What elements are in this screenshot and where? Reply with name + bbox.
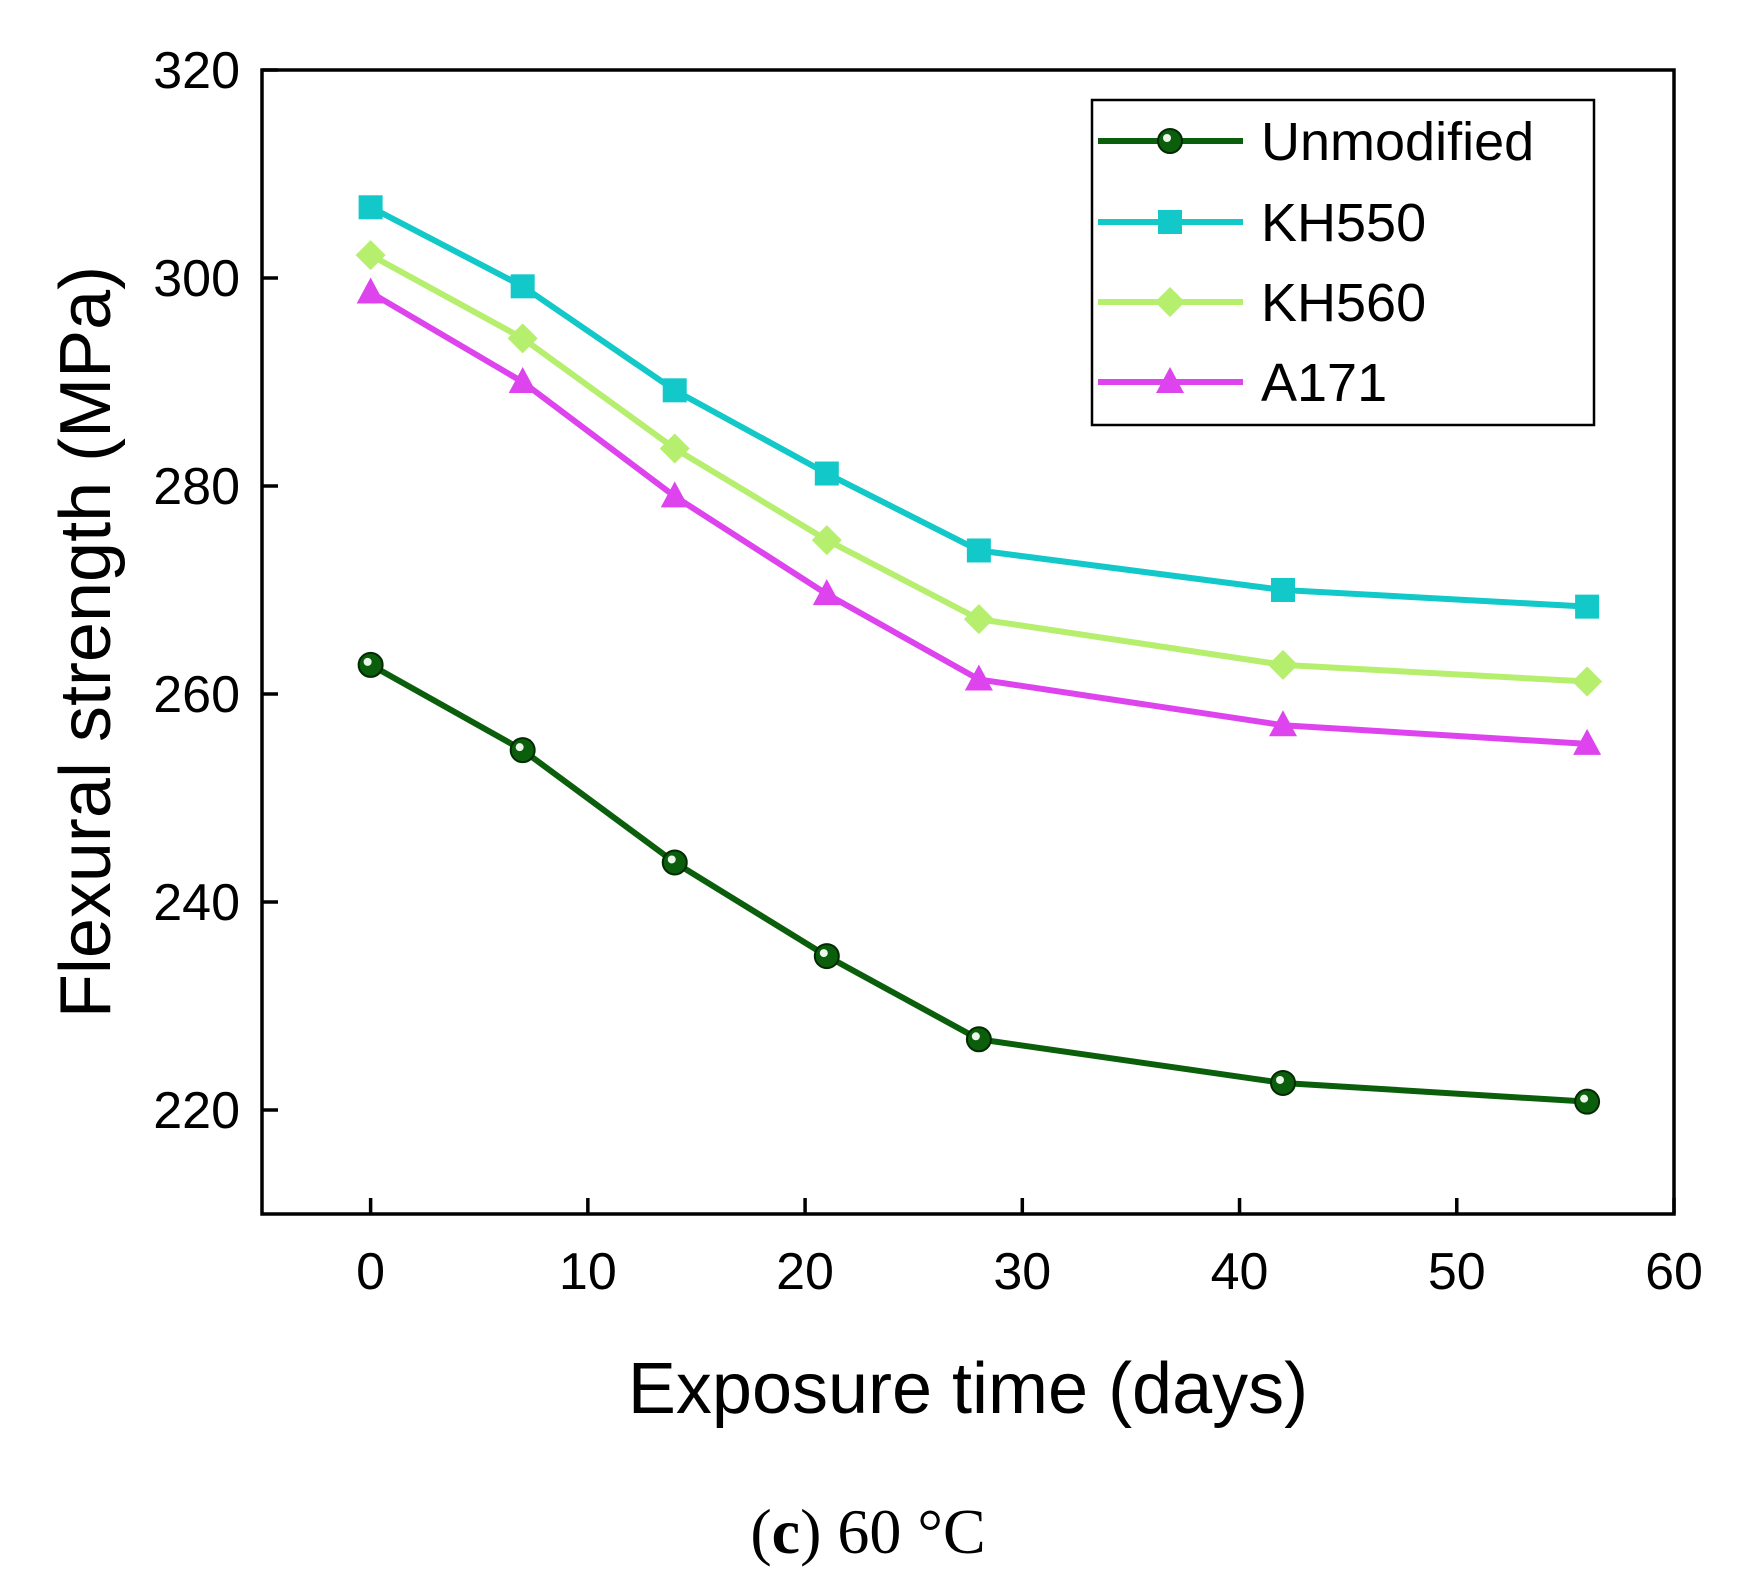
- data-point-unmodified: [1269, 1069, 1296, 1096]
- x-tick-label: 40: [1211, 1243, 1269, 1301]
- data-point-unmodified: [661, 849, 688, 876]
- figure-caption: (c) 60 °C: [750, 1496, 985, 1567]
- data-point-kh560: [811, 525, 842, 556]
- y-tick-label: 320: [153, 42, 240, 100]
- x-tick-label: 30: [993, 1243, 1051, 1301]
- legend-marker-kh560: [1155, 287, 1185, 317]
- data-point-kh560: [1572, 666, 1603, 697]
- legend-marker-a171: [1156, 367, 1184, 393]
- plot-area-frame: [260, 68, 1676, 1216]
- data-point-unmodified: [813, 943, 840, 970]
- data-point-kh560: [659, 433, 690, 464]
- marker-highlight: [363, 657, 372, 666]
- caption-panel-letter: c: [772, 1496, 800, 1567]
- marker-highlight: [1580, 1094, 1589, 1103]
- data-point-a171: [1268, 710, 1297, 737]
- legend-item-kh560: KH560: [1098, 273, 1426, 333]
- data-point-a171: [356, 277, 385, 304]
- marker-body: [357, 651, 384, 678]
- legend-label-unmodified: Unmodified: [1261, 112, 1534, 172]
- x-tick-label: 0: [356, 1243, 385, 1301]
- x-tick-label: 10: [559, 1243, 617, 1301]
- marker-highlight: [819, 949, 828, 958]
- data-point-kh550: [966, 538, 991, 563]
- data-point-a171: [1573, 728, 1602, 755]
- legend-box: [1090, 98, 1596, 427]
- marker-highlight: [667, 855, 676, 864]
- x-axis-title: Exposure time (days): [628, 1349, 1308, 1429]
- data-point-a171: [508, 367, 537, 393]
- legend-item-unmodified: Unmodified: [1098, 112, 1534, 172]
- data-point-a171: [964, 664, 993, 691]
- series-a171: [356, 277, 1602, 755]
- data-point-kh550: [358, 195, 383, 220]
- y-tick-label: 300: [153, 250, 240, 308]
- data-point-unmodified: [1574, 1088, 1601, 1115]
- data-point-a171: [812, 579, 841, 606]
- legend-item-kh550: KH550: [1098, 193, 1426, 253]
- series-unmodified: [357, 651, 1601, 1115]
- y-tick-label: 220: [153, 1082, 240, 1140]
- data-point-kh550: [1575, 594, 1600, 619]
- legend-marker-unmodified: [1157, 128, 1183, 154]
- marker-highlight: [515, 743, 524, 752]
- series-kh550: [358, 195, 1600, 619]
- data-point-unmodified: [357, 651, 384, 678]
- legend-label-a171: A171: [1261, 353, 1387, 413]
- series-kh560: [355, 240, 1603, 697]
- data-point-kh550: [814, 461, 839, 486]
- legend: Unmodified KH550 KH560 A171: [1090, 98, 1596, 427]
- marker-body: [509, 737, 536, 764]
- x-tick-label: 20: [776, 1243, 834, 1301]
- data-point-unmodified: [509, 737, 536, 764]
- marker-body: [1157, 128, 1183, 154]
- x-tick-label: 60: [1645, 1243, 1703, 1301]
- series-layer: [355, 195, 1603, 1115]
- x-tick-label: 50: [1428, 1243, 1486, 1301]
- caption-open-paren: (: [750, 1496, 771, 1567]
- marker-body: [965, 1026, 992, 1053]
- y-tick-label: 260: [153, 666, 240, 724]
- y-axis-title: Flexural strength (MPa): [46, 266, 126, 1018]
- data-point-kh560: [355, 240, 386, 271]
- legend-item-a171: A171: [1098, 353, 1387, 413]
- axes-layer: 0 10 20 30 40 50 60 220 240 260 280 300 320: [153, 42, 1703, 1301]
- data-point-a171: [660, 481, 689, 508]
- y-tick-label: 240: [153, 874, 240, 932]
- marker-body: [813, 943, 840, 970]
- marker-highlight: [1275, 1075, 1284, 1084]
- y-tick-label: 280: [153, 458, 240, 516]
- data-point-kh550: [510, 274, 535, 299]
- data-point-kh560: [963, 604, 994, 635]
- caption-temperature: 60 °C: [821, 1496, 985, 1567]
- data-point-kh560: [1267, 649, 1298, 680]
- legend-label-kh560: KH560: [1261, 273, 1426, 333]
- data-point-kh550: [662, 378, 687, 403]
- marker-body: [1269, 1069, 1296, 1096]
- caption-close-paren: ): [800, 1496, 821, 1567]
- data-point-kh550: [1270, 578, 1295, 602]
- data-point-unmodified: [965, 1026, 992, 1053]
- marker-body: [661, 849, 688, 876]
- marker-body: [1574, 1088, 1601, 1115]
- legend-label-kh550: KH550: [1261, 193, 1426, 253]
- marker-highlight: [971, 1032, 980, 1041]
- legend-marker-kh550: [1158, 210, 1182, 234]
- marker-highlight: [1163, 134, 1171, 142]
- data-point-kh560: [507, 323, 538, 354]
